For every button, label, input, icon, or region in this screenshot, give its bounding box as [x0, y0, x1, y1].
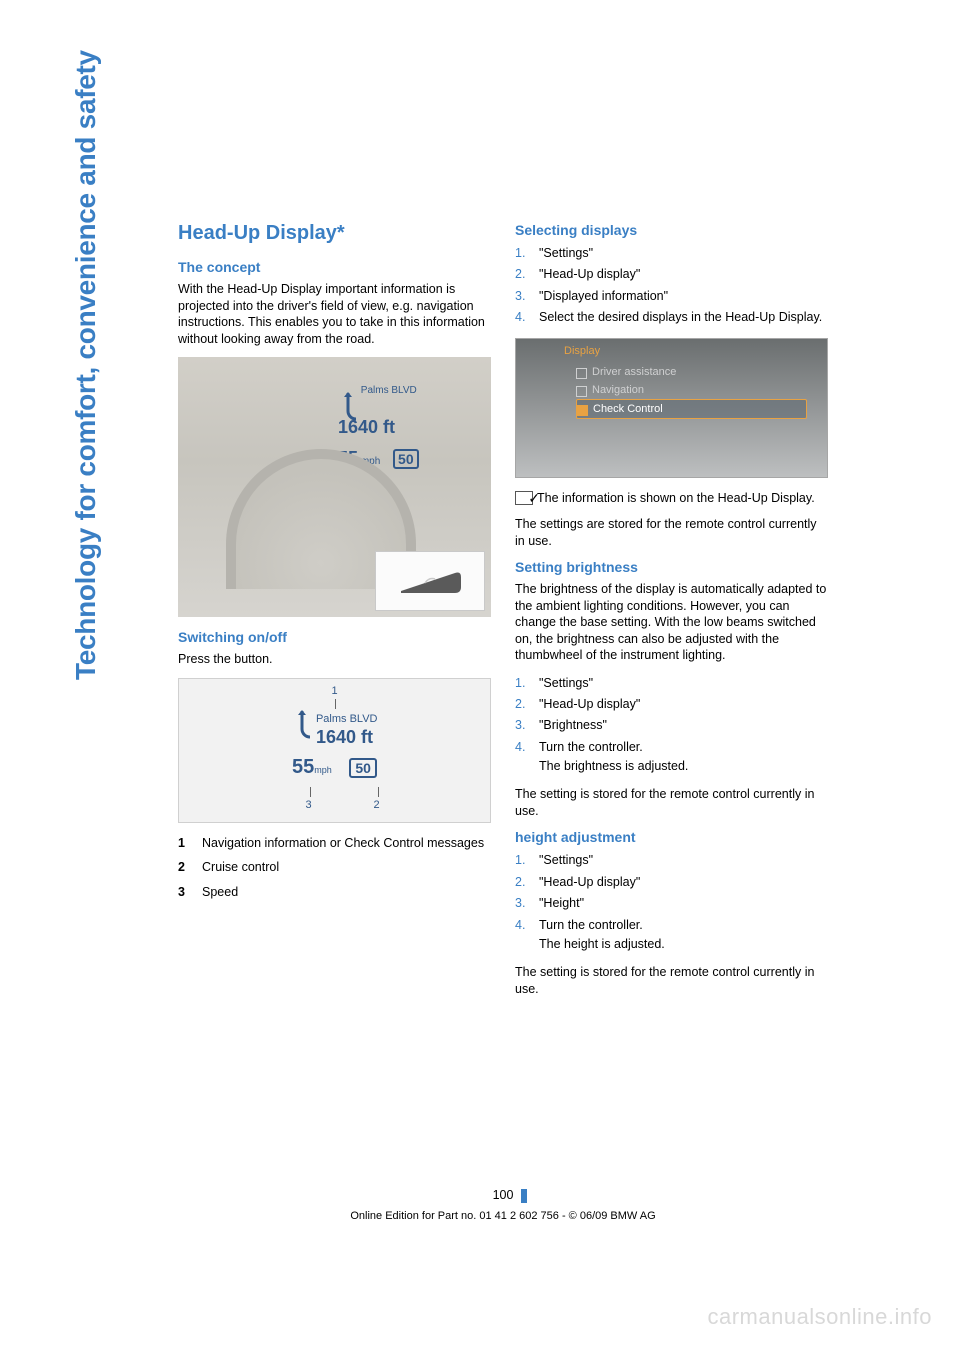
- step-text: "Head-Up display": [539, 697, 640, 711]
- heading-brightness: Setting brightness: [515, 559, 828, 575]
- right-column: Selecting displays 1."Settings" 2."Head-…: [515, 222, 828, 1007]
- hud-button-icon: [395, 563, 465, 599]
- step-text: "Displayed information": [539, 289, 668, 303]
- menu-items: Driver assistance Navigation Check Contr…: [576, 363, 807, 419]
- legend-item-1: 1Navigation information or Check Control…: [178, 835, 491, 852]
- after-menu-text-2: The settings are stored for the remote c…: [515, 516, 828, 549]
- menu-header: Display: [564, 345, 600, 357]
- hud-label-2: 2: [374, 799, 380, 811]
- hud-label-1: 1: [331, 685, 337, 697]
- figure-hud-legend: 1 Palms BLVD 1640 ft 55mph 50 3 2: [178, 678, 491, 823]
- step-sub: The brightness is adjusted.: [539, 757, 828, 776]
- dash-distance: 1640 ft: [338, 417, 395, 437]
- figure-dashboard: Palms BLVD 1640 ft 55 mph 50: [178, 357, 491, 617]
- hud-speed-unit: mph: [314, 765, 332, 775]
- hud-legend-list: 1Navigation information or Check Control…: [178, 835, 491, 902]
- left-column: Head-Up Display* The concept With the He…: [178, 222, 491, 1007]
- page-number: 100: [493, 1188, 514, 1202]
- step-text: "Head-Up display": [539, 875, 640, 889]
- menu-item-selected: Check Control: [576, 399, 807, 419]
- heading-height: height adjustment: [515, 829, 828, 845]
- step-text: "Settings": [539, 853, 593, 867]
- step-text: "Head-Up display": [539, 267, 640, 281]
- concept-body: With the Head-Up Display important infor…: [178, 281, 491, 347]
- height-after: The setting is stored for the remote con…: [515, 964, 828, 997]
- step-sub: The height is adjusted.: [539, 935, 828, 954]
- nav-arrow-icon: [292, 709, 312, 741]
- dash-cruise: 50: [393, 449, 419, 469]
- step-text: "Settings": [539, 676, 593, 690]
- selecting-steps: 1."Settings" 2."Head-Up display" 3."Disp…: [515, 244, 828, 328]
- step-text: Turn the controller.: [539, 918, 643, 932]
- step-text: "Settings": [539, 246, 593, 260]
- figure-idrive-menu: Display Driver assistance Navigation Che…: [515, 338, 828, 478]
- hud-cruise: 50: [349, 758, 377, 778]
- dash-road: Palms BLVD: [361, 385, 417, 396]
- hud-label-3: 3: [306, 799, 312, 811]
- menu-item: Driver assistance: [576, 363, 807, 381]
- hud-speed: 55: [292, 756, 314, 778]
- figure-button-inset: [375, 551, 485, 611]
- legend-item-3: 3Speed: [178, 884, 491, 901]
- brightness-body: The brightness of the display is automat…: [515, 581, 828, 664]
- page-footer: 100 Online Edition for Part no. 01 41 2 …: [178, 1186, 828, 1222]
- page-title: Head-Up Display*: [178, 222, 491, 245]
- after-menu-text-1: The information is shown on the Head-Up …: [515, 490, 828, 507]
- brightness-after: The setting is stored for the remote con…: [515, 786, 828, 819]
- heading-selecting: Selecting displays: [515, 222, 828, 238]
- legend-item-2: 2Cruise control: [178, 859, 491, 876]
- heading-concept: The concept: [178, 259, 491, 275]
- height-steps: 1."Settings" 2."Head-Up display" 3."Heig…: [515, 851, 828, 954]
- menu-item: Navigation: [576, 381, 807, 399]
- page-content: Head-Up Display* The concept With the He…: [178, 222, 828, 1007]
- brightness-steps: 1."Settings" 2."Head-Up display" 3."Brig…: [515, 674, 828, 777]
- hud-distance: 1640 ft: [316, 727, 373, 747]
- step-text: Turn the controller.: [539, 740, 643, 754]
- section-side-label: Technology for comfort, convenience and …: [70, 50, 102, 680]
- checkbox-icon: [515, 491, 533, 505]
- footer-meta: Online Edition for Part no. 01 41 2 602 …: [178, 1210, 828, 1222]
- step-text: Select the desired displays in the Head-…: [539, 310, 822, 324]
- step-text: "Height": [539, 896, 584, 910]
- heading-switching: Switching on/off: [178, 629, 491, 645]
- hud-road: Palms BLVD: [316, 713, 378, 725]
- step-text: "Brightness": [539, 718, 607, 732]
- switching-body: Press the button.: [178, 651, 491, 668]
- watermark: carmanualsonline.info: [707, 1304, 932, 1330]
